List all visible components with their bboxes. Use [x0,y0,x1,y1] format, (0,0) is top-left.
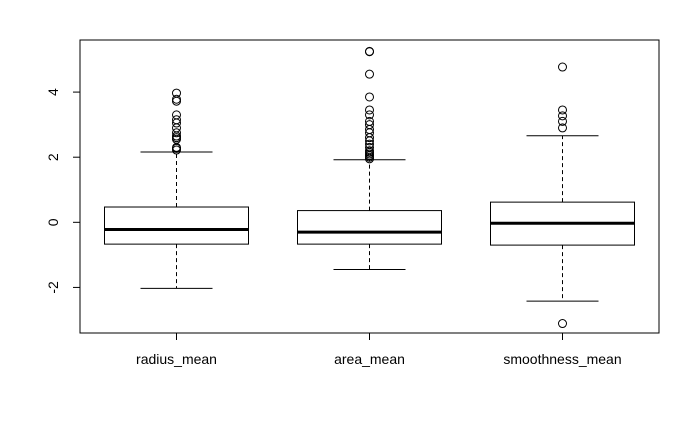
outlier-point [365,146,374,156]
x-tick-label: radius_mean [136,351,217,367]
outlier-point [558,319,567,329]
outlier-point [558,105,567,115]
outlier-point [365,69,374,79]
outlier-point [365,142,374,152]
outlier-point [558,62,567,72]
outlier-point [172,123,181,133]
outlier-point [365,46,374,56]
outlier-point [172,110,181,120]
outlier-point [172,88,181,98]
outlier-point [365,116,374,126]
outlier-point [365,105,374,115]
outlier-point [172,96,181,106]
x-tick-label: area_mean [334,351,405,367]
outlier-point [558,111,567,121]
outlier-point [172,128,181,138]
outlier-point [172,94,181,104]
outlier-point [365,139,374,149]
y-tick-label: 2 [45,153,61,161]
outlier-point [365,110,374,120]
y-tick-label: 0 [45,218,61,226]
y-tick-label: -2 [45,281,61,294]
outlier-point [172,115,181,125]
outlier-point [558,116,567,126]
outlier-point [365,120,374,130]
outlier-point [365,92,374,102]
y-tick-label: 4 [45,88,61,96]
iqr-box [297,210,442,245]
iqr-box [104,206,249,245]
x-tick-label: smoothness_mean [503,351,621,367]
outlier-point [558,123,567,133]
